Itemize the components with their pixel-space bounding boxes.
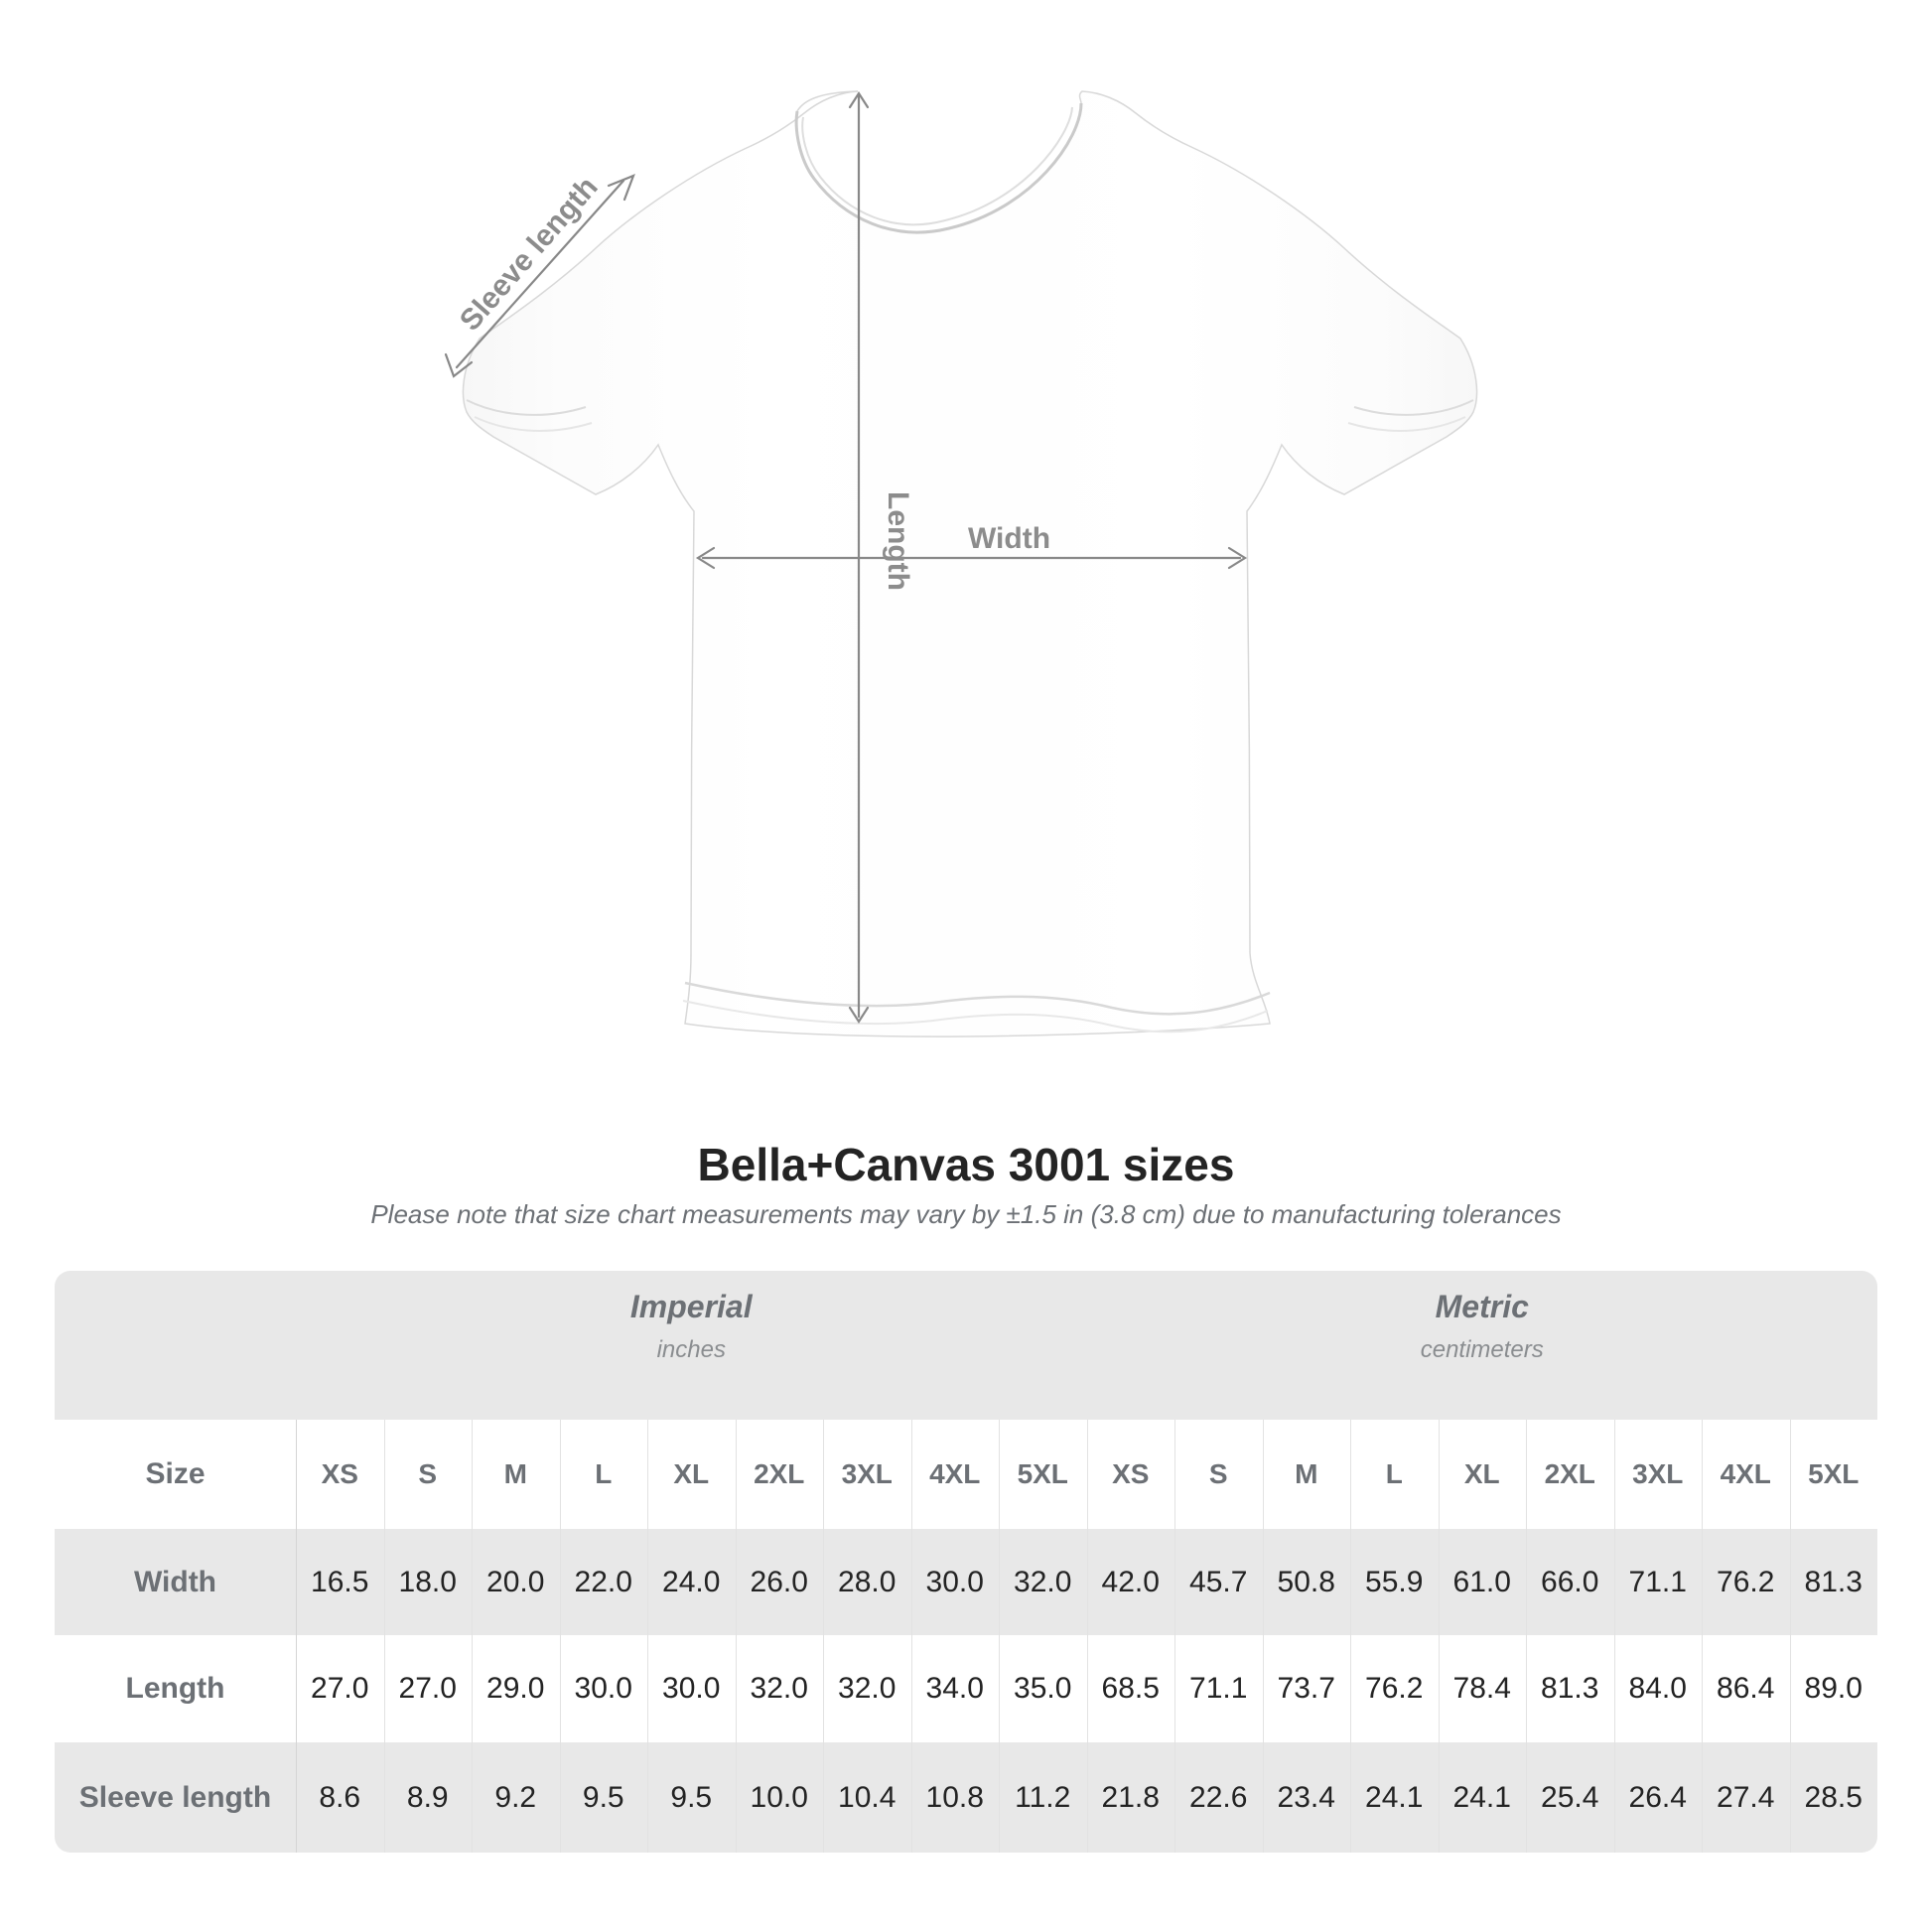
svg-text:Width: Width	[968, 522, 1050, 555]
svg-text:Length: Length	[882, 491, 914, 591]
